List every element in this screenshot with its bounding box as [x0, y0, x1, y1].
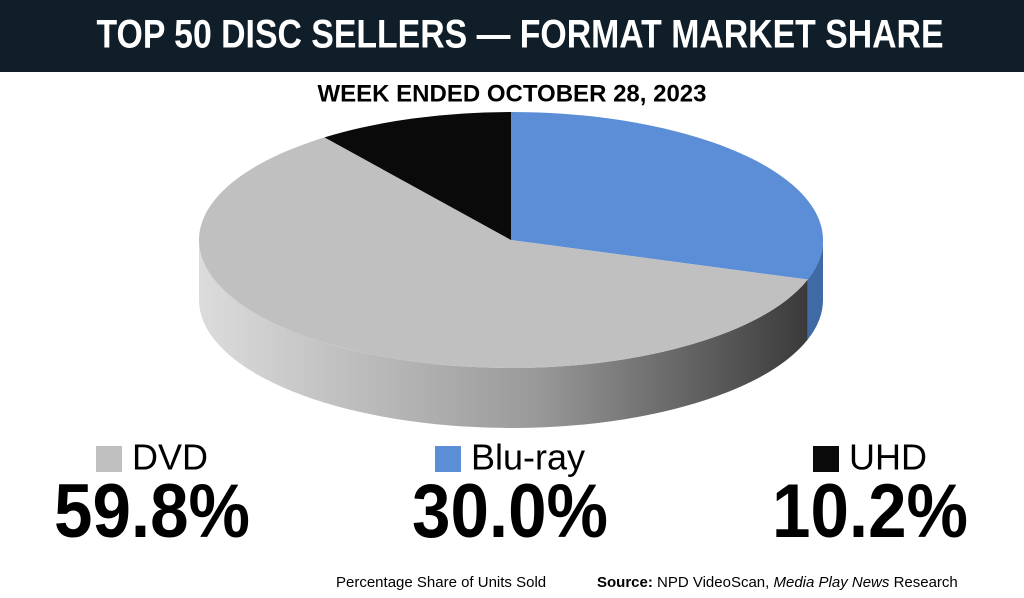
- pie-slice: [511, 112, 824, 280]
- pie: [198, 112, 824, 428]
- value-label: 30.0%: [412, 469, 608, 554]
- source-text: Media Play News: [774, 574, 890, 591]
- legend-label: Blu-ray: [471, 437, 585, 478]
- source: Source: NPD VideoScan, Media Play News R…: [597, 574, 958, 591]
- legend-swatch: [95, 446, 122, 472]
- value-label: 59.8%: [54, 469, 250, 554]
- legend-label: UHD: [849, 437, 927, 478]
- chart-subtitle: WEEK ENDED OCTOBER 28, 2023: [317, 80, 706, 107]
- pie-slice-side: [199, 240, 808, 428]
- footnote: Percentage Share of Units Sold: [336, 574, 546, 591]
- pie-slice: [324, 112, 511, 240]
- source-label: Source:: [597, 574, 653, 591]
- source-text: NPD VideoScan,: [657, 574, 769, 591]
- legend-swatch: [434, 446, 461, 472]
- value-label: 10.2%: [772, 469, 968, 554]
- legend-swatch: [813, 446, 839, 472]
- header-bar: [0, 0, 1024, 72]
- pie-slice-side: [807, 240, 823, 340]
- pie-slice: [198, 137, 808, 369]
- legend-label: DVD: [132, 437, 208, 478]
- source-text: Research: [894, 574, 958, 591]
- chart-title: TOP 50 DISC SELLERS — FORMAT MARKET SHAR…: [97, 13, 944, 57]
